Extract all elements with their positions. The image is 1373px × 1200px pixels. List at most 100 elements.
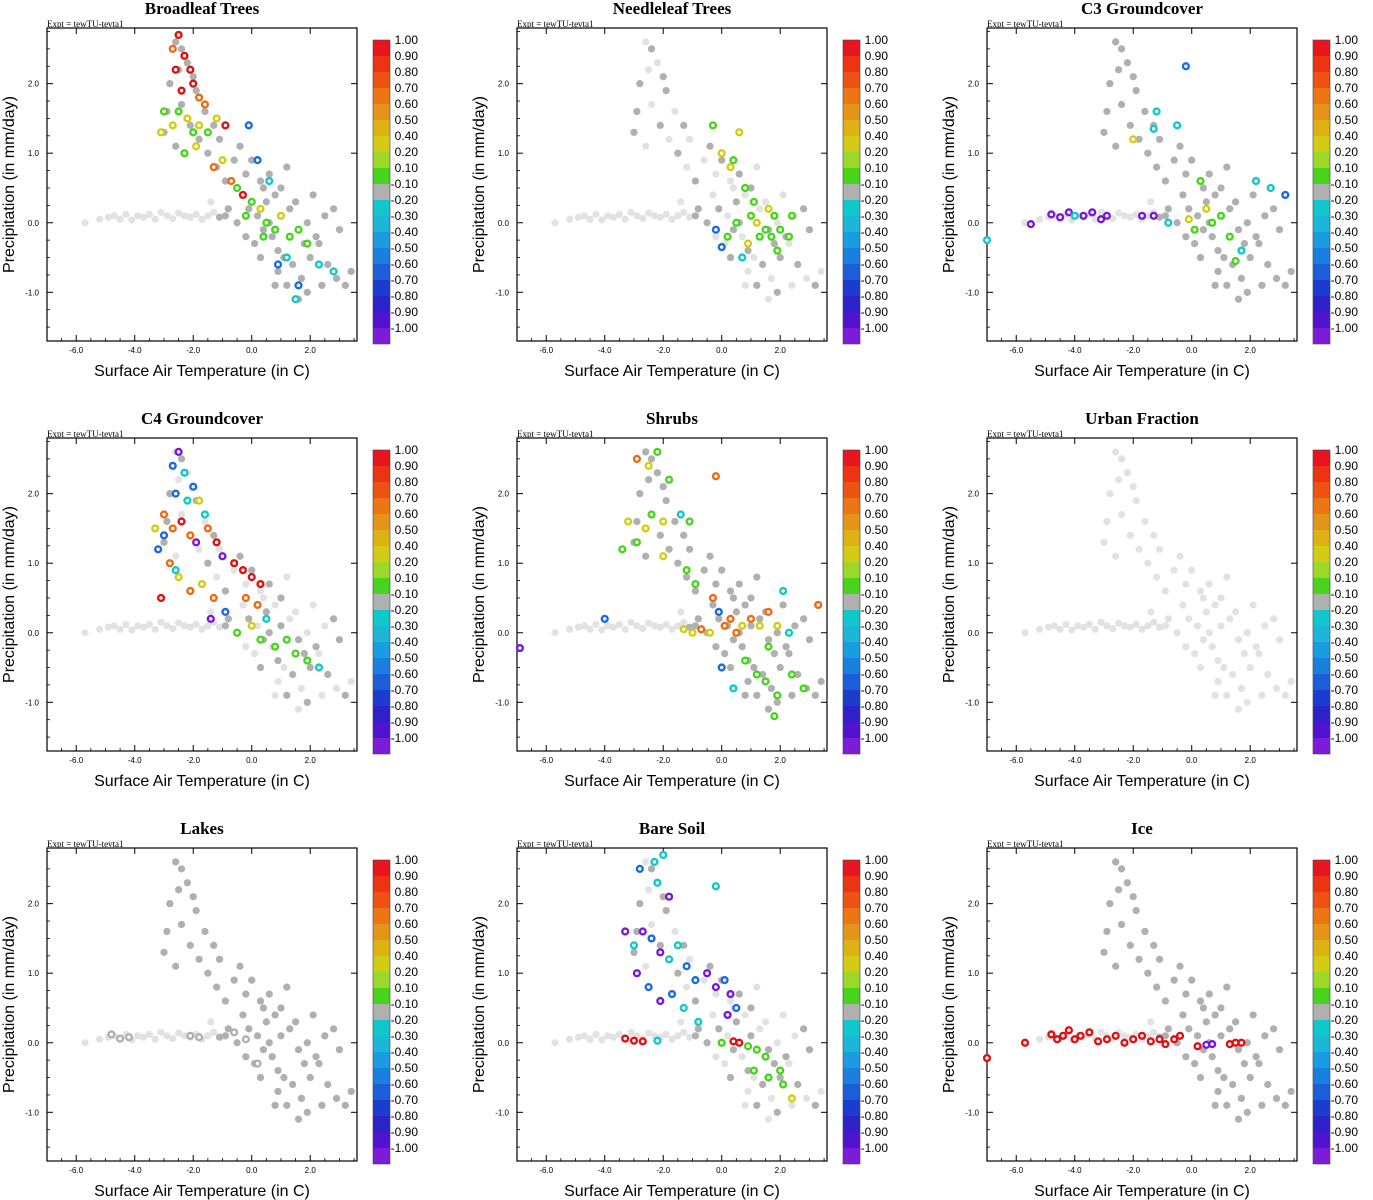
scatter-point-gray [330,615,338,623]
x-tick-label: -4.0 [1068,1166,1082,1175]
scatter-point-gray [1153,163,1161,171]
scatter-point-colored [726,163,735,172]
scatter-point-gray [647,455,656,463]
colorbar-swatch [843,1020,860,1036]
scatter-point-gray [1240,1060,1248,1068]
scatter-point-background [1179,601,1187,609]
scatter-point-gray [685,545,694,553]
scatter-point-gray [1182,990,1190,998]
scatter-point-colored [1070,1035,1079,1044]
scatter-point-background [1199,636,1208,644]
scatter-point-gray [800,1025,808,1033]
colorbar-swatch [1313,722,1330,738]
scatter-point-background [253,622,262,630]
scatter-point-background [1170,566,1178,574]
scatter-point-colored [314,260,324,269]
colorbar-label: -0.40 [391,635,419,649]
scatter-point-colored [761,1052,770,1061]
scatter-point-gray [341,691,349,699]
scatter-point-colored [1196,176,1205,186]
scatter-point-background [779,1011,787,1019]
scatter-point-colored [1231,256,1240,266]
colorbar-label: -0.60 [1331,667,1359,681]
scatter-point-gray [1135,135,1143,143]
plot-frame [46,27,358,342]
colorbar-swatch [843,88,860,104]
scatter-point-gray [166,490,174,498]
colorbar-swatch [1313,738,1330,754]
scatter-point-gray [256,1073,265,1082]
scatter-point-gray [1220,253,1228,262]
scatter-point-gray [265,629,273,637]
scatter-point-background [1129,483,1137,491]
scatter-point-colored [171,489,180,498]
scatter-point-gray [811,691,819,699]
scatter-point-gray [274,246,282,255]
scatter-point-gray [210,941,218,949]
scatter-point-gray [647,45,656,53]
colorbar-swatch [373,610,390,626]
scatter-point-background [1258,691,1266,699]
scatter-point-colored [741,183,750,193]
colorbar-label: -0.10 [861,587,889,601]
colorbar-swatch [1313,530,1330,546]
scatter-point-colored [168,524,177,533]
scatter-point-gray [1264,1080,1272,1089]
scatter-point-gray [1243,1039,1251,1047]
scatter-point-gray [665,545,673,553]
x-tick-label: 2.0 [775,1166,787,1175]
scatter-point-colored [1170,1035,1179,1044]
colorbar-swatch [1313,514,1330,530]
colorbar-label: -0.80 [391,1109,419,1123]
colorbar-label: -0.50 [861,241,889,255]
scatter-point-gray [177,865,186,873]
scatter-point-gray [715,615,723,623]
scatter-point-gray [256,177,265,185]
colorbar-label: 1.00 [865,443,889,457]
scatter-point-colored [189,482,198,491]
scatter-point-background [1229,670,1237,679]
scatter-point-background [1231,608,1240,616]
scatter-point-gray [659,73,667,81]
colorbar-swatch [843,1052,860,1068]
scatter-point-background [204,622,212,630]
scatter-point-background [785,240,793,248]
scatter-point-colored [1155,1035,1164,1044]
colorbar-label: 0.10 [395,161,419,175]
scatter-point-colored [635,864,644,873]
scatter-point-colored [676,510,685,519]
scatter-point-colored [151,524,160,533]
scatter-point-background [116,215,124,223]
colorbar-swatch [1313,104,1330,120]
scatter-point-background [598,1036,606,1044]
scatter-point-background [1234,705,1243,713]
scatter-point-colored [746,211,756,220]
colorbar-label: 0.40 [395,539,419,553]
colorbar-swatch [1313,610,1330,626]
scatter-point-gray [1106,900,1114,908]
colorbar-swatch [373,1084,390,1100]
scatter-point-colored [653,878,662,887]
colorbar-label: -0.80 [1331,289,1359,303]
colorbar-label: 0.70 [865,491,889,505]
scatter-point-gray [271,281,279,289]
scatter-point-background [207,1018,215,1026]
scatter-point-colored [218,156,227,165]
scatter-point-gray [1191,240,1199,248]
scatter-point-colored [1020,1038,1030,1047]
x-tick-label: 0.0 [716,346,728,355]
scatter-point-background [151,625,159,633]
scatter-point-colored [764,607,773,616]
scatter-point-gray [694,1025,702,1033]
scatter-point-background [700,976,708,984]
scatter-point-background [779,191,787,199]
scatter-point-background [1272,684,1281,693]
colorbar-swatch [1313,594,1330,610]
colorbar-label: -0.10 [1331,177,1359,191]
scatter-point-background [788,1101,796,1109]
scatter-point-gray [177,100,186,109]
scatter-point-gray [1255,240,1263,248]
scatter-point-colored [1149,211,1158,220]
scatter-point-colored [241,211,250,220]
scatter-point-colored [755,232,764,241]
